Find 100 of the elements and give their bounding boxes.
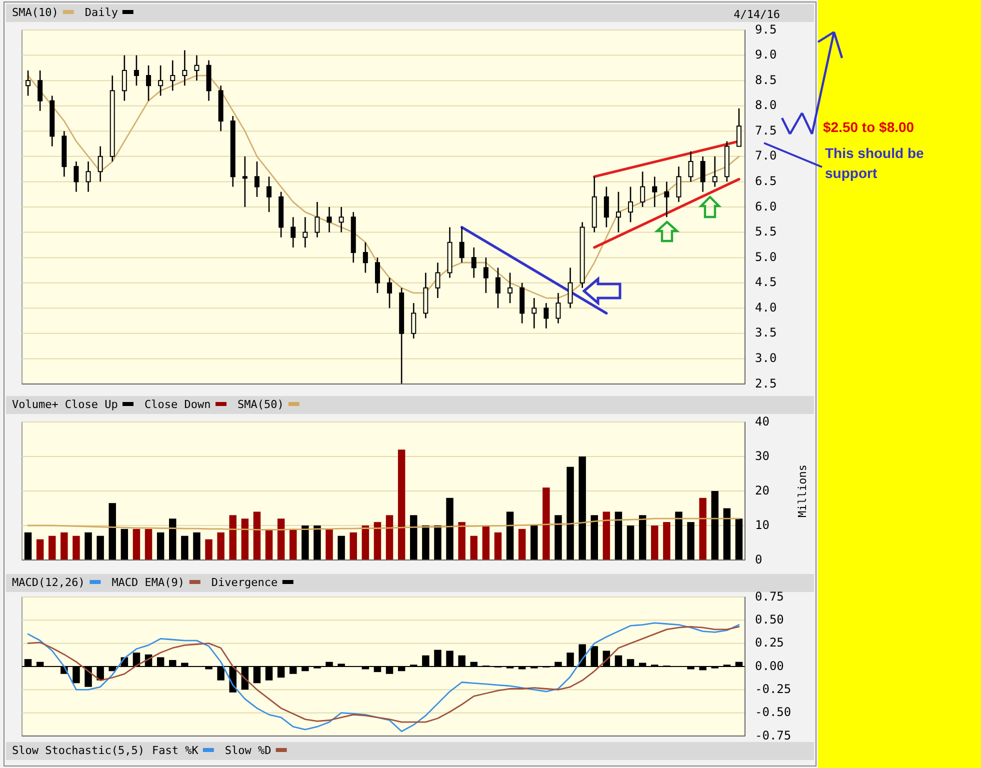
y-tick-label: 4.0 — [755, 300, 777, 314]
candlestick — [134, 54, 139, 86]
bar — [241, 518, 249, 560]
y-tick-label: 20 — [755, 483, 770, 498]
candlestick — [712, 156, 718, 188]
candlestick — [532, 297, 537, 330]
text: This should be support — [825, 145, 924, 181]
bar — [482, 526, 490, 560]
text: Slow Stochastic(5,5) — [12, 744, 144, 757]
chart-title: Volume+ — [12, 398, 59, 411]
bar — [699, 498, 706, 560]
candlestick — [146, 64, 152, 102]
y-tick-label: 40 — [755, 414, 770, 428]
candlestick — [266, 176, 272, 213]
y-tick-label: 3.0 — [755, 350, 777, 365]
y-tick-label: 8.5 — [755, 72, 777, 87]
y-tick-label: -0.50 — [755, 705, 792, 720]
bar — [626, 526, 634, 560]
legend-label: Close Down — [144, 398, 211, 411]
bar — [711, 491, 718, 560]
candlestick — [459, 226, 464, 264]
bar — [120, 528, 128, 560]
legend-label: SMA(50) — [238, 398, 284, 411]
bar — [554, 515, 562, 560]
bar — [24, 532, 32, 560]
y-tick-label: 7.0 — [755, 148, 777, 163]
y-tick-label: 0 — [755, 552, 762, 566]
candlestick — [736, 108, 742, 147]
y-tick-label: 10 — [755, 518, 770, 532]
bar — [422, 526, 430, 560]
bar — [542, 488, 550, 560]
bar — [566, 466, 574, 560]
bar — [362, 526, 370, 560]
y-tick-label: 8.0 — [755, 98, 777, 112]
bar — [458, 522, 466, 560]
bar — [530, 526, 538, 560]
bar — [506, 512, 514, 560]
y-tick-label: 0.25 — [755, 636, 784, 650]
candlestick — [471, 246, 476, 278]
y-tick-label: 5.5 — [755, 224, 777, 239]
bar — [602, 512, 610, 560]
text: 4/14/16 — [734, 8, 780, 21]
y-tick-label: 0.75 — [755, 589, 784, 604]
bar — [48, 536, 56, 560]
candlestick — [508, 272, 513, 304]
candlestick — [604, 186, 609, 228]
candlestick — [374, 256, 380, 294]
bar — [398, 450, 406, 560]
candlestick — [495, 267, 500, 309]
bar — [350, 532, 357, 560]
candlestick — [254, 160, 260, 198]
bar — [144, 528, 152, 560]
candlestick — [688, 150, 694, 182]
bar — [169, 518, 176, 560]
bar — [72, 536, 80, 560]
candlestick — [74, 160, 79, 192]
bar — [446, 498, 454, 560]
bar — [723, 508, 731, 560]
candlestick — [628, 186, 634, 223]
y-tick-label: 7.5 — [755, 123, 777, 138]
bar — [205, 539, 212, 560]
legend-label: SMA(10) — [12, 6, 58, 19]
bar — [590, 515, 598, 560]
bar — [302, 526, 309, 560]
bar — [410, 515, 418, 560]
y-tick-label: 9.5 — [755, 22, 777, 36]
y-tick-label: 4.5 — [755, 275, 777, 290]
bar — [434, 526, 442, 560]
bar — [494, 532, 502, 560]
candlestick — [556, 292, 561, 324]
candlestick — [314, 201, 320, 238]
y-tick-label: 6.0 — [755, 199, 777, 214]
bar — [578, 456, 586, 560]
bar — [265, 528, 273, 560]
bar — [84, 532, 92, 560]
candlestick — [664, 181, 670, 218]
y-axis-title: Millions — [796, 464, 809, 518]
candlestick — [290, 216, 296, 248]
bar — [253, 512, 261, 560]
candlestick — [170, 60, 176, 92]
bar — [181, 536, 188, 560]
candlestick — [326, 206, 332, 233]
candlestick — [616, 191, 621, 233]
candlestick — [86, 160, 91, 192]
legend-label: MACD(12,26) — [12, 576, 85, 589]
y-tick-label: 2.5 — [755, 376, 777, 390]
bar — [132, 528, 140, 560]
bar — [338, 536, 345, 560]
candlestick — [158, 64, 164, 96]
bar — [518, 528, 526, 560]
bar — [326, 528, 333, 560]
y-tick-label: 0.00 — [755, 658, 784, 673]
y-tick-label: 6.5 — [755, 174, 777, 188]
bar — [687, 522, 694, 560]
y-tick-label: -0.25 — [755, 682, 792, 696]
candlestick — [362, 242, 368, 274]
candlestick — [182, 50, 188, 86]
candlestick — [652, 176, 658, 208]
y-tick-label: 5.0 — [755, 250, 777, 264]
bar — [470, 536, 478, 560]
